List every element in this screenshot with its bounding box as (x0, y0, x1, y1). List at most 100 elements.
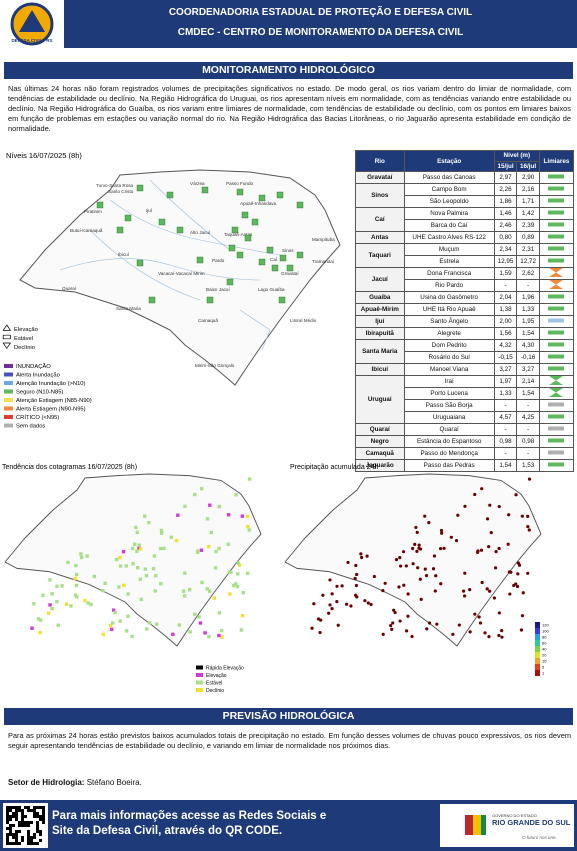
header-row: Rio Estação Nível (m) Limiares (355, 149, 575, 173)
rain-marker (381, 632, 385, 636)
qr-module (12, 836, 15, 839)
trend-marker (219, 628, 224, 633)
rain-marker (431, 567, 436, 571)
station-cell: Dom Pedrito (403, 339, 495, 353)
rain-marker (418, 547, 423, 551)
trend-marker (114, 557, 119, 562)
rain-marker (355, 572, 359, 577)
station-cell: Rio Pardo (403, 279, 495, 293)
rain-marker (507, 570, 511, 574)
trend-legend-swatch (196, 673, 203, 677)
trend-legend-label: Elevação (206, 673, 227, 679)
station-marker (176, 226, 184, 234)
trend-marker (86, 601, 90, 605)
threshold-cell (538, 243, 575, 257)
trend-marker (66, 560, 70, 565)
trend-marker (130, 634, 134, 639)
qr-module (9, 833, 12, 836)
trend-marker (183, 571, 187, 575)
station-cell: UHE Itá Rio Apuaê (403, 303, 495, 317)
state-outline (19, 169, 341, 386)
qr-module (39, 830, 42, 833)
trend-marker (89, 602, 93, 607)
trend-marker (237, 563, 242, 567)
trend-marker (207, 589, 212, 593)
trend-legend-label: Estável (206, 681, 222, 687)
station-cell: Porto Lucena (403, 387, 495, 401)
qr-module (36, 824, 39, 827)
station-marker (236, 251, 244, 259)
qr-module (36, 815, 39, 818)
station-cell: Estrela (403, 255, 495, 269)
level-cell: 0,80 (493, 231, 518, 245)
trend-marker (145, 627, 149, 631)
qr-module (42, 809, 45, 812)
station-marker (271, 264, 279, 272)
station-row: Negro Estância do Espantoso 0,98 0,98 (355, 435, 575, 449)
river-cell: Apuaê-Mirim (355, 303, 405, 317)
level-cell: 1,95 (516, 315, 540, 329)
trend-map-outline (4, 473, 262, 647)
rain-marker (397, 585, 401, 589)
rain-marker (406, 592, 410, 596)
trend-marker (220, 635, 224, 639)
rain-marker (526, 571, 530, 575)
station-cell: Uruguaiana (403, 411, 495, 425)
rain-scale-label: 80 (542, 635, 547, 640)
rain-marker (432, 554, 437, 558)
trend-marker (209, 530, 213, 535)
trend-marker (183, 504, 187, 508)
level-cell: - (493, 399, 518, 413)
rain-marker (512, 583, 516, 588)
river-cell: Quaraí (355, 423, 405, 437)
threshold-cell (538, 303, 575, 317)
rain-marker (398, 556, 402, 560)
status-legend-swatch (4, 364, 13, 368)
header-cell: Rio (355, 149, 405, 173)
rain-scale-swatch (535, 628, 540, 634)
threshold-cell (538, 255, 575, 269)
rain-marker (468, 630, 472, 634)
trend-marker (207, 634, 211, 639)
station-row: Jacuí Dona Francisca 1,59 2,62 (355, 267, 575, 293)
qr-code[interactable] (3, 803, 48, 848)
level-cell: 1,59 (493, 267, 518, 281)
trend-marker (122, 583, 126, 587)
trend-marker (46, 611, 51, 615)
trend-marker (103, 581, 107, 586)
level-cell: 1,33 (516, 303, 540, 317)
rain-marker (419, 597, 423, 601)
station-row: Caí Nova Palmira 1,46 1,42 (355, 207, 575, 233)
rain-scale-swatch (535, 652, 540, 658)
station-cell: Usina do Gasômetro (403, 291, 495, 305)
trend-marker (151, 567, 156, 571)
station-cell: Alegrete (403, 327, 495, 341)
trend-marker (169, 535, 174, 539)
map-label: Gravataí (281, 271, 299, 276)
status-legend-swatch (4, 389, 13, 394)
trend-legend-swatch (196, 688, 203, 692)
station-row: Rio Pardo - - (356, 279, 575, 293)
rain-marker (488, 589, 492, 593)
rain-marker (440, 531, 444, 535)
trend-marker (203, 631, 207, 635)
rain-marker (328, 578, 332, 582)
trend-marker (227, 513, 231, 517)
station-row: Ibirapuitã Alegrete 1,56 1,54 (355, 327, 575, 341)
section-title: MONITORAMENTO HIDROLÓGICO (4, 62, 573, 79)
river-cell: Santa Maria (355, 339, 405, 365)
level-cell: 2,00 (493, 315, 518, 329)
river-cell: Ibirapuitã (355, 327, 405, 341)
trend-marker (111, 621, 115, 625)
trend-marker (133, 542, 137, 547)
rain-scale-label: 120 (542, 623, 549, 628)
status-legend-swatch (4, 381, 13, 385)
threshold-bar (548, 366, 565, 371)
trend-marker (217, 611, 222, 615)
rain-marker (383, 581, 387, 585)
trend-marker (147, 621, 152, 625)
trend-marker (74, 583, 79, 588)
station-cell: Rosário do Sul (403, 351, 495, 365)
footer: Para mais informações acesse as Redes So… (0, 800, 577, 851)
rain-marker (461, 589, 466, 593)
